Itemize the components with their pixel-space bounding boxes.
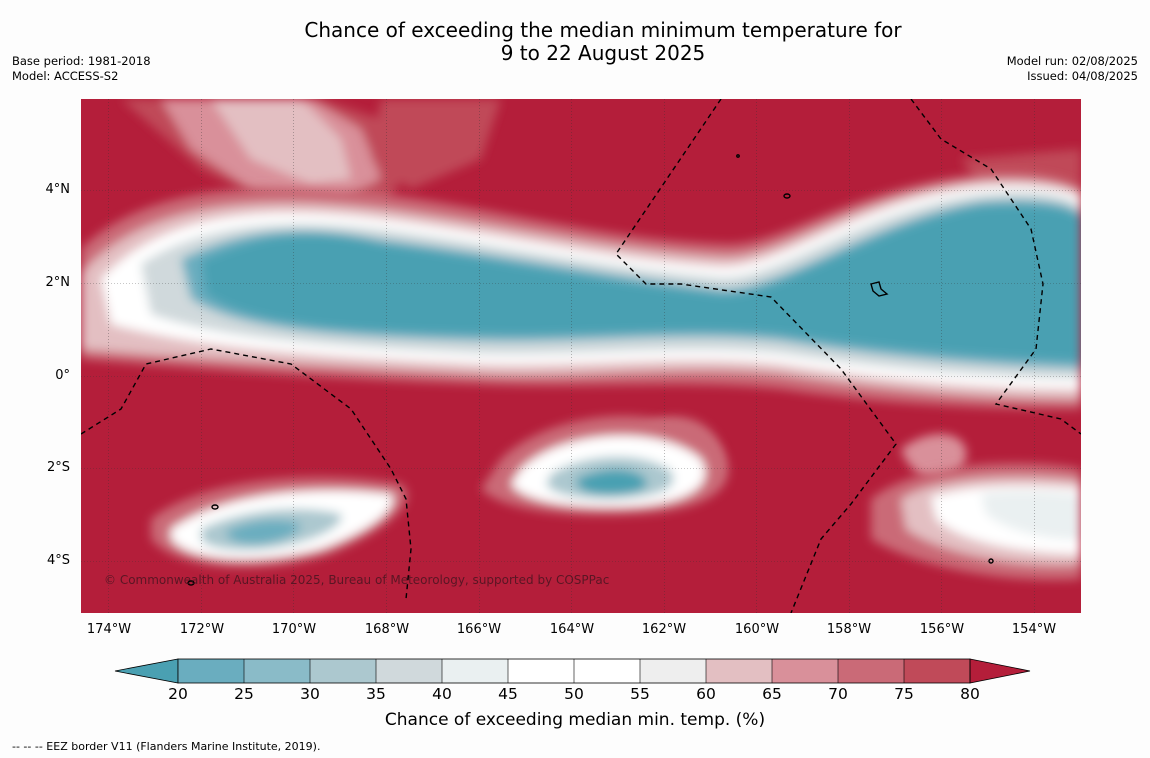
colorbar-swatch bbox=[508, 659, 574, 683]
lon-label-174w: 174°W bbox=[86, 622, 132, 637]
colorbar-extend-low bbox=[114, 658, 179, 684]
lon-label-156w: 156°W bbox=[919, 622, 965, 637]
north-equatorial-band bbox=[81, 172, 1081, 409]
lon-label-166w: 166°W bbox=[456, 622, 502, 637]
colorbar-swatch bbox=[310, 659, 376, 683]
lat-label-4n: 4°N bbox=[45, 182, 71, 197]
lon-label-168w: 168°W bbox=[364, 622, 410, 637]
colorbar-swatch bbox=[376, 659, 442, 683]
colorbar-title: Chance of exceeding median min. temp. (%… bbox=[384, 710, 766, 730]
map-svg bbox=[81, 99, 1081, 613]
lon-label-158w: 158°W bbox=[826, 622, 872, 637]
colorbar-tick-80: 80 bbox=[960, 685, 980, 703]
southeast-cool-patch bbox=[871, 463, 1081, 580]
map-title-line-2: 9 to 22 August 2025 bbox=[500, 41, 706, 65]
base-period-label: Base period: 1981-2018 bbox=[12, 54, 151, 68]
colorbar-tick-35: 35 bbox=[366, 685, 386, 703]
issued-label: Issued: 04/08/2025 bbox=[1027, 69, 1138, 83]
eez-legend-note: -- -- -- EEZ border V11 (Flanders Marine… bbox=[12, 740, 321, 753]
lon-label-162w: 162°W bbox=[641, 622, 687, 637]
colorbar-tick-25: 25 bbox=[234, 685, 254, 703]
colorbar-swatch bbox=[706, 659, 772, 683]
south-central-cool-patch bbox=[481, 416, 729, 516]
colorbar-tick-50: 50 bbox=[564, 685, 584, 703]
colorbar-tick-45: 45 bbox=[498, 685, 518, 703]
lon-label-154w: 154°W bbox=[1011, 622, 1057, 637]
lon-label-170w: 170°W bbox=[271, 622, 317, 637]
colorbar-tick-55: 55 bbox=[630, 685, 650, 703]
lat-label-4s: 4°S bbox=[46, 553, 70, 568]
model-label: Model: ACCESS-S2 bbox=[12, 69, 119, 83]
colorbar-svg bbox=[114, 658, 1031, 684]
colorbar bbox=[114, 658, 1038, 688]
colorbar-swatch bbox=[244, 659, 310, 683]
lon-label-172w: 172°W bbox=[179, 622, 225, 637]
map-title-line-1: Chance of exceeding the median minimum t… bbox=[304, 18, 902, 42]
southwest-cool-patch bbox=[151, 477, 408, 568]
lat-label-0: 0° bbox=[55, 368, 70, 383]
copyright-notice: © Commonwealth of Australia 2025, Bureau… bbox=[104, 573, 610, 587]
colorbar-tick-40: 40 bbox=[432, 685, 452, 703]
colorbar-swatch bbox=[640, 659, 706, 683]
colorbar-swatch bbox=[178, 659, 244, 683]
lon-label-160w: 160°W bbox=[734, 622, 780, 637]
colorbar-extend-high bbox=[969, 658, 1031, 684]
colorbar-tick-75: 75 bbox=[894, 685, 914, 703]
colorbar-swatch bbox=[772, 659, 838, 683]
probability-map bbox=[81, 99, 1081, 613]
colorbar-tick-65: 65 bbox=[762, 685, 782, 703]
colorbar-tick-60: 60 bbox=[696, 685, 716, 703]
colorbar-swatch bbox=[442, 659, 508, 683]
colorbar-swatch bbox=[838, 659, 904, 683]
colorbar-swatch bbox=[574, 659, 640, 683]
lon-label-164w: 164°W bbox=[549, 622, 595, 637]
islands bbox=[187, 154, 994, 586]
colorbar-tick-70: 70 bbox=[828, 685, 848, 703]
colorbar-swatch bbox=[904, 659, 970, 683]
eez-borders bbox=[81, 99, 1081, 613]
colorbar-tick-30: 30 bbox=[300, 685, 320, 703]
model-run-label: Model run: 02/08/2025 bbox=[1006, 54, 1138, 68]
lat-label-2n: 2°N bbox=[45, 275, 71, 290]
lat-label-2s: 2°S bbox=[46, 460, 70, 475]
colorbar-tick-20: 20 bbox=[168, 685, 188, 703]
